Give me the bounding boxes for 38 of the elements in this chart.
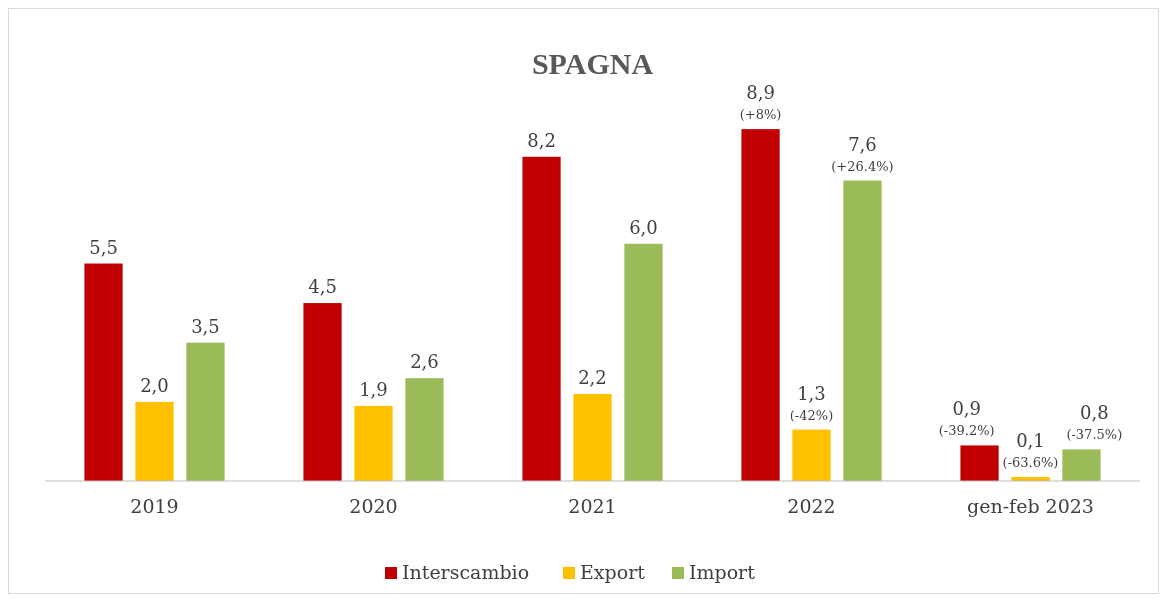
bar <box>186 342 225 481</box>
bar <box>1062 449 1101 481</box>
data-label: 4,5 <box>308 276 337 298</box>
bar <box>135 401 174 481</box>
data-label: 2,2 <box>578 367 607 389</box>
x-tick-label: 2021 <box>568 495 617 517</box>
x-tick-label: gen-feb 2023 <box>967 495 1094 517</box>
bar <box>405 378 444 481</box>
data-label: 0,8 (-37.5%) <box>1066 402 1123 443</box>
legend-label: Import <box>689 561 756 583</box>
bar <box>303 303 342 481</box>
chart-title: SPAGNA <box>531 47 654 80</box>
bar <box>522 156 561 481</box>
bar <box>84 263 123 481</box>
bar <box>354 405 393 481</box>
data-label: 0,9 (-39.2%) <box>938 398 995 439</box>
data-label: 2,6 <box>410 351 439 373</box>
data-label: 8,2 <box>527 129 556 151</box>
data-label: 1,3 (-42%) <box>789 382 834 423</box>
data-label: 1,9 <box>359 378 388 400</box>
legend-label: Interscambio <box>402 561 530 583</box>
bar <box>741 129 780 481</box>
x-tick-label: 2022 <box>787 495 836 517</box>
bar <box>960 445 999 481</box>
bar <box>573 394 612 481</box>
data-label: 2,0 <box>140 374 169 396</box>
data-label: 3,5 <box>191 315 220 337</box>
legend-label: Export <box>580 561 646 583</box>
data-label: 6,0 <box>629 216 658 238</box>
bar <box>792 429 831 481</box>
x-tick-label: 2020 <box>349 495 398 517</box>
data-label: 7,6 (+26.4%) <box>831 133 894 174</box>
bar <box>843 180 882 481</box>
x-tick-label: 2019 <box>130 495 179 517</box>
data-label: 8,9 (+8%) <box>739 82 782 123</box>
bar <box>624 243 663 481</box>
data-label: 0,1 (-63.6%) <box>1002 430 1059 471</box>
data-label: 5,5 <box>89 236 118 258</box>
